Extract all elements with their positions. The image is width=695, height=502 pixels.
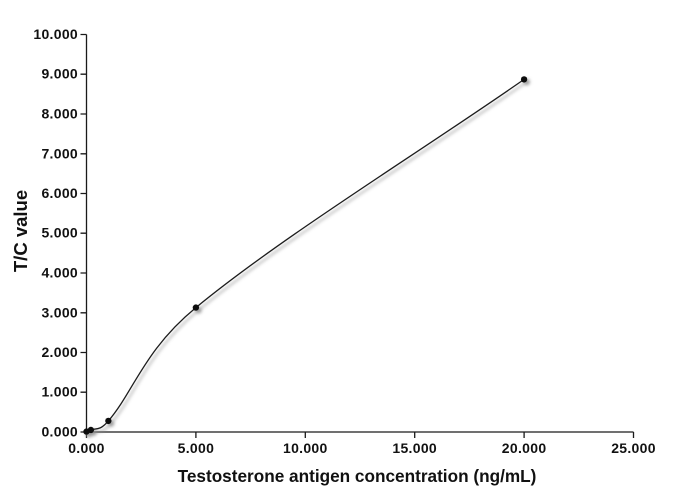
svg-text:1.000: 1.000 <box>41 384 78 400</box>
svg-text:25.000: 25.000 <box>611 440 656 456</box>
svg-text:3.000: 3.000 <box>41 304 78 320</box>
svg-text:0.000: 0.000 <box>68 440 105 456</box>
svg-text:9.000: 9.000 <box>41 66 78 82</box>
svg-text:T/C value: T/C value <box>10 190 31 272</box>
svg-text:4.000: 4.000 <box>41 265 78 281</box>
svg-text:10.000: 10.000 <box>33 26 78 42</box>
svg-text:5.000: 5.000 <box>178 440 215 456</box>
svg-text:7.000: 7.000 <box>41 145 78 161</box>
svg-text:0.000: 0.000 <box>41 424 78 440</box>
svg-text:20.000: 20.000 <box>502 440 547 456</box>
svg-text:2.000: 2.000 <box>41 344 78 360</box>
svg-text:6.000: 6.000 <box>41 185 78 201</box>
svg-text:Testosterone antigen concentra: Testosterone antigen concentration (ng/m… <box>178 466 537 486</box>
svg-text:8.000: 8.000 <box>41 106 78 122</box>
svg-text:5.000: 5.000 <box>41 225 78 241</box>
svg-text:10.000: 10.000 <box>283 440 328 456</box>
svg-text:15.000: 15.000 <box>392 440 437 456</box>
